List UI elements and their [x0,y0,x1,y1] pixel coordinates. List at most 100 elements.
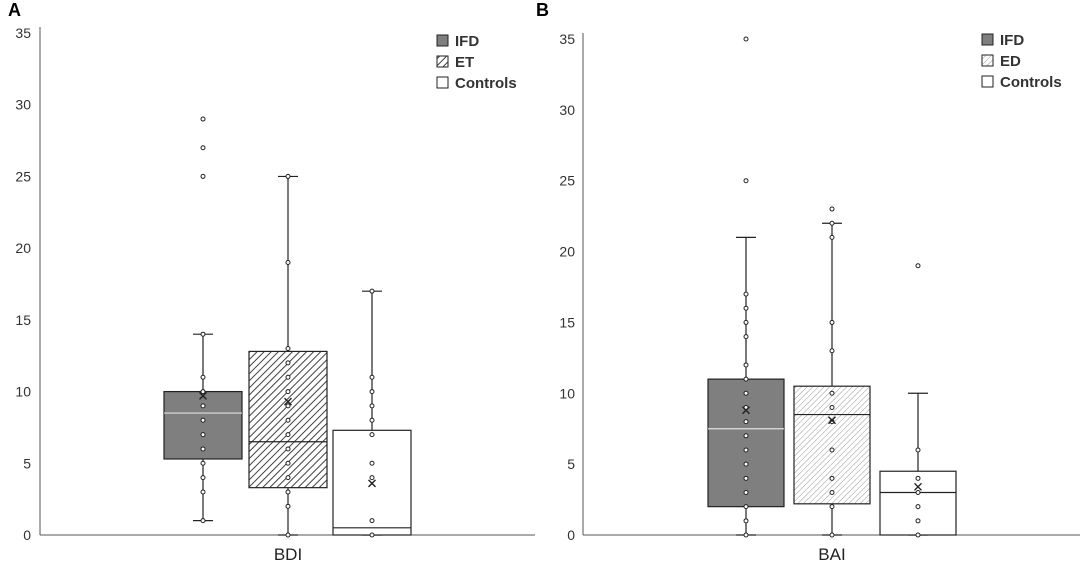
data-point [829,234,835,240]
legend-label: ED [1000,53,1021,70]
data-point [743,433,749,439]
y-tick-label: 5 [23,455,31,471]
legend-swatch [981,33,994,46]
data-point [200,389,206,395]
y-tick-label: 15 [559,314,575,330]
data-point [200,403,206,409]
data-point [200,145,206,151]
data-point [200,331,206,337]
legend-swatch [981,75,994,88]
box-ifd [707,36,785,538]
data-point [200,518,206,524]
box-controls [332,288,412,538]
legend: IFD ET Controls [436,33,517,92]
data-point [369,460,375,466]
mean-stroke-b [914,482,922,491]
y-tick-label: 0 [23,527,31,543]
mean-stroke-b [742,406,750,415]
data-point [285,346,291,352]
data-point [369,288,375,294]
data-point [743,305,749,311]
data-point [743,447,749,453]
data-point [829,447,835,453]
data-point [369,432,375,438]
box-ifd [163,116,243,524]
data-point [743,334,749,340]
data-point [743,489,749,495]
legend: IFD ED Controls [981,32,1062,91]
box-et [248,173,328,538]
data-point [200,116,206,122]
mean-stroke-b [368,479,376,488]
data-point [829,390,835,396]
data-point [743,291,749,297]
y-tick-label: 0 [567,527,575,543]
panel-letter: A [8,0,21,20]
mean-stroke-b [828,416,836,425]
data-point [285,403,291,409]
legend-label: Controls [455,75,517,92]
data-point [285,532,291,538]
x-axis-label: BDI [274,545,302,564]
data-point [285,173,291,179]
data-point [200,460,206,466]
data-point [743,461,749,467]
data-point [285,374,291,380]
legend-label: IFD [1000,32,1024,49]
data-point [285,389,291,395]
data-point [915,489,921,495]
data-point [285,417,291,423]
data-point [829,319,835,325]
data-point [743,504,749,510]
data-point [285,475,291,481]
data-point [829,475,835,481]
data-point [200,475,206,481]
y-tick-label: 10 [559,385,575,401]
legend-label: Controls [1000,74,1062,91]
data-point [743,319,749,325]
data-point [915,263,921,269]
data-point [743,518,749,524]
data-point [915,518,921,524]
data-point [285,489,291,495]
data-point [829,504,835,510]
box-ed [793,206,871,538]
data-point [285,432,291,438]
data-point [743,36,749,42]
mean-marker [914,482,922,491]
data-point [200,432,206,438]
x-axis-label: BAI [818,545,845,564]
data-point [200,489,206,495]
data-point [829,532,835,538]
data-point [200,446,206,452]
y-tick-label: 15 [15,312,31,328]
panel-b: B 0 5 10 15 20 25 30 35 BAI IFD ED Controls [536,0,1080,564]
data-point [743,362,749,368]
box-controls [879,263,957,538]
data-point [285,259,291,265]
y-tick-label: 20 [559,244,575,260]
data-point [369,403,375,409]
data-point [369,374,375,380]
y-tick-label: 5 [567,456,575,472]
y-tick-label: 25 [559,173,575,189]
box-iqr [793,385,871,505]
data-point [743,376,749,382]
mean-marker [284,397,292,406]
y-tick-label: 20 [15,240,31,256]
data-point [829,220,835,226]
data-point [285,360,291,366]
legend-swatch [436,76,449,89]
data-point [743,475,749,481]
data-point [200,374,206,380]
legend-label: ET [455,54,474,71]
data-point [200,173,206,179]
data-point [743,532,749,538]
y-tick-label: 30 [15,97,31,113]
data-point [915,447,921,453]
mean-marker [742,406,750,415]
data-point [285,446,291,452]
data-point [369,532,375,538]
data-point [743,178,749,184]
legend-swatch [436,55,449,68]
